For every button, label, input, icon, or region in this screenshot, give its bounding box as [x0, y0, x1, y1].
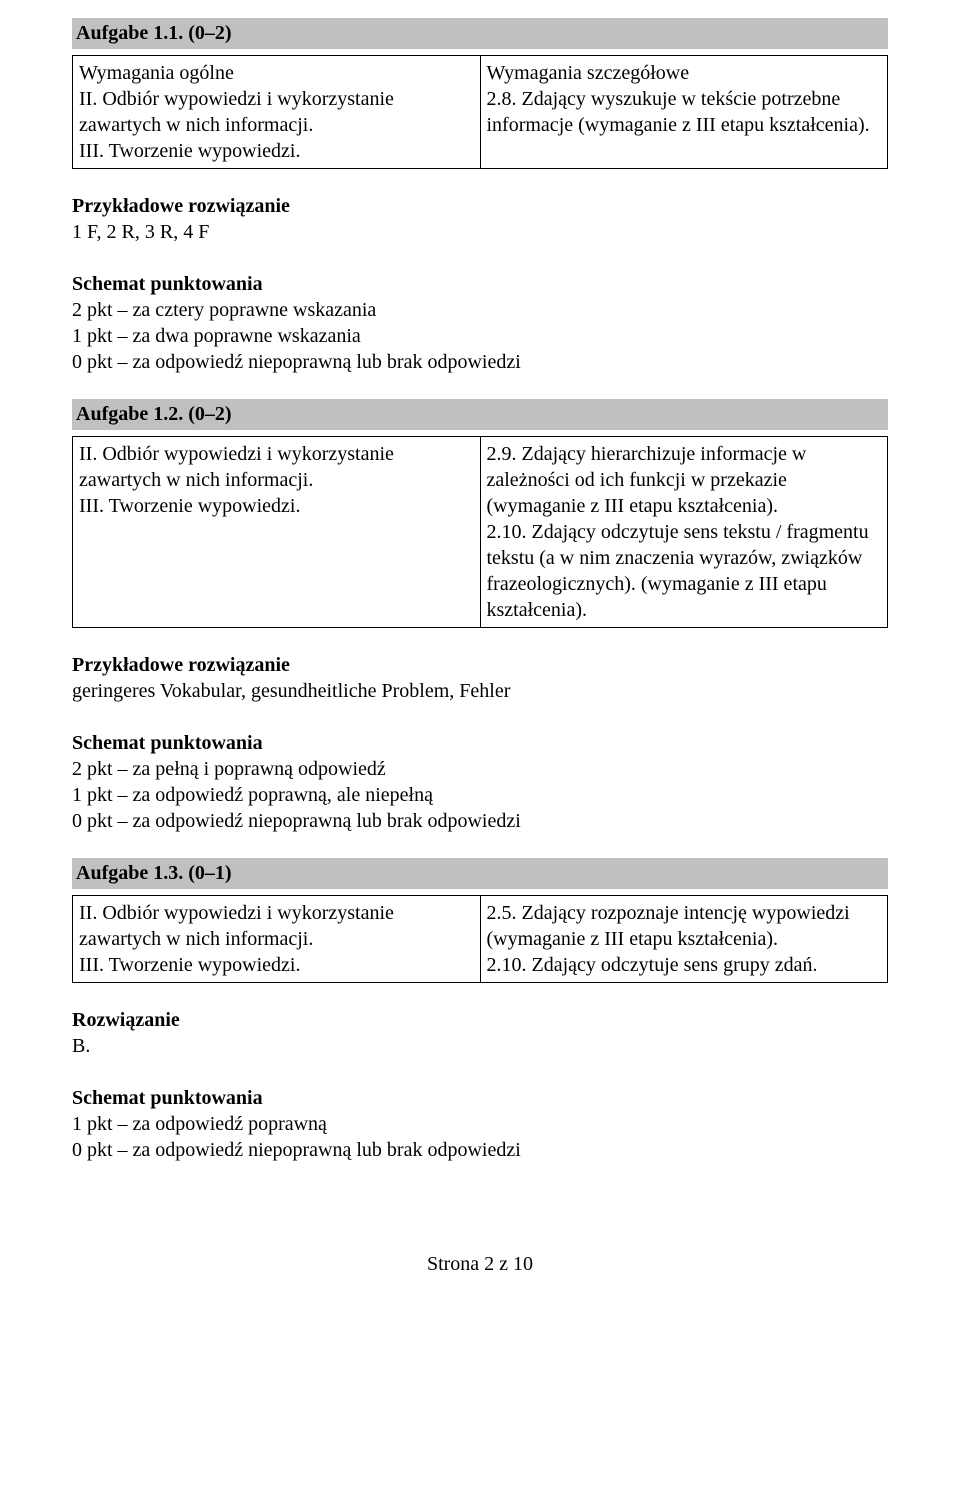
- section-3-left-line2: III. Tworzenie wypowiedzi.: [79, 954, 300, 976]
- section-2-left-line1: II. Odbiór wypowiedzi i wykorzystanie za…: [79, 443, 394, 491]
- section-1-left-cell: Wymagania ogólne II. Odbiór wypowiedzi i…: [73, 56, 481, 169]
- block-1-scoring-label: Schemat punktowania: [72, 273, 263, 295]
- section-3-right-line2: 2.10. Zdający odczytuje sens grupy zdań.: [487, 954, 818, 976]
- section-3-title: Aufgabe 1.3. (0–1): [72, 858, 888, 889]
- section-1-left-line2: III. Tworzenie wypowiedzi.: [79, 140, 300, 162]
- section-1-table: Wymagania ogólne II. Odbiór wypowiedzi i…: [72, 55, 888, 169]
- section-3-left-cell: II. Odbiór wypowiedzi i wykorzystanie za…: [73, 896, 481, 983]
- section-2-left-line2: III. Tworzenie wypowiedzi.: [79, 495, 300, 517]
- block-3-scoring-line1: 1 pkt – za odpowiedź poprawną: [72, 1113, 327, 1135]
- section-2-right-line2: 2.10. Zdający odczytuje sens tekstu / fr…: [487, 521, 869, 621]
- section-1-left-line1: II. Odbiór wypowiedzi i wykorzystanie za…: [79, 88, 394, 136]
- section-1-right-heading: Wymagania szczegółowe: [487, 62, 690, 84]
- block-2-solution-text: geringeres Vokabular, gesundheitliche Pr…: [72, 680, 510, 702]
- section-2-right-line1: 2.9. Zdający hierarchizuje informacje w …: [487, 443, 807, 517]
- section-1-title: Aufgabe 1.1. (0–2): [72, 18, 888, 49]
- block-3-scoring-label: Schemat punktowania: [72, 1087, 263, 1109]
- block-3-scoring-line2: 0 pkt – za odpowiedź niepoprawną lub bra…: [72, 1139, 521, 1161]
- block-3-solution-text: B.: [72, 1035, 90, 1057]
- section-1-right-line1: 2.8. Zdający wyszukuje w tekście potrzeb…: [487, 88, 870, 136]
- page-footer: Strona 2 z 10: [72, 1253, 888, 1276]
- section-1-left-heading: Wymagania ogólne: [79, 62, 234, 84]
- block-2-scoring-line3: 0 pkt – za odpowiedź niepoprawną lub bra…: [72, 810, 521, 832]
- page-container: Aufgabe 1.1. (0–2) Wymagania ogólne II. …: [0, 0, 960, 1316]
- section-2-title: Aufgabe 1.2. (0–2): [72, 399, 888, 430]
- block-1-solution-text: 1 F, 2 R, 3 R, 4 F: [72, 221, 209, 243]
- section-1-right-cell: Wymagania szczegółowe 2.8. Zdający wyszu…: [480, 56, 888, 169]
- section-3-table: II. Odbiór wypowiedzi i wykorzystanie za…: [72, 895, 888, 983]
- section-3-left-line1: II. Odbiór wypowiedzi i wykorzystanie za…: [79, 902, 394, 950]
- section-3-right-cell: 2.5. Zdający rozpoznaje intencję wypowie…: [480, 896, 888, 983]
- section-3-right-line1: 2.5. Zdający rozpoznaje intencję wypowie…: [487, 902, 850, 950]
- block-3-solution-label: Rozwiązanie: [72, 1009, 180, 1031]
- block-1: Przykładowe rozwiązanie 1 F, 2 R, 3 R, 4…: [72, 193, 888, 375]
- block-1-scoring-line2: 1 pkt – za dwa poprawne wskazania: [72, 325, 361, 347]
- block-2: Przykładowe rozwiązanie geringeres Vokab…: [72, 652, 888, 834]
- section-2-left-cell: II. Odbiór wypowiedzi i wykorzystanie za…: [73, 437, 481, 628]
- block-2-scoring-line2: 1 pkt – za odpowiedź poprawną, ale niepe…: [72, 784, 433, 806]
- block-2-scoring-line1: 2 pkt – za pełną i poprawną odpowiedź: [72, 758, 386, 780]
- section-2-table: II. Odbiór wypowiedzi i wykorzystanie za…: [72, 436, 888, 628]
- block-1-solution-label: Przykładowe rozwiązanie: [72, 195, 290, 217]
- block-2-scoring-label: Schemat punktowania: [72, 732, 263, 754]
- block-2-solution-label: Przykładowe rozwiązanie: [72, 654, 290, 676]
- section-2-right-cell: 2.9. Zdający hierarchizuje informacje w …: [480, 437, 888, 628]
- block-1-scoring-line3: 0 pkt – za odpowiedź niepoprawną lub bra…: [72, 351, 521, 373]
- block-3: Rozwiązanie B. Schemat punktowania 1 pkt…: [72, 1007, 888, 1163]
- block-1-scoring-line1: 2 pkt – za cztery poprawne wskazania: [72, 299, 376, 321]
